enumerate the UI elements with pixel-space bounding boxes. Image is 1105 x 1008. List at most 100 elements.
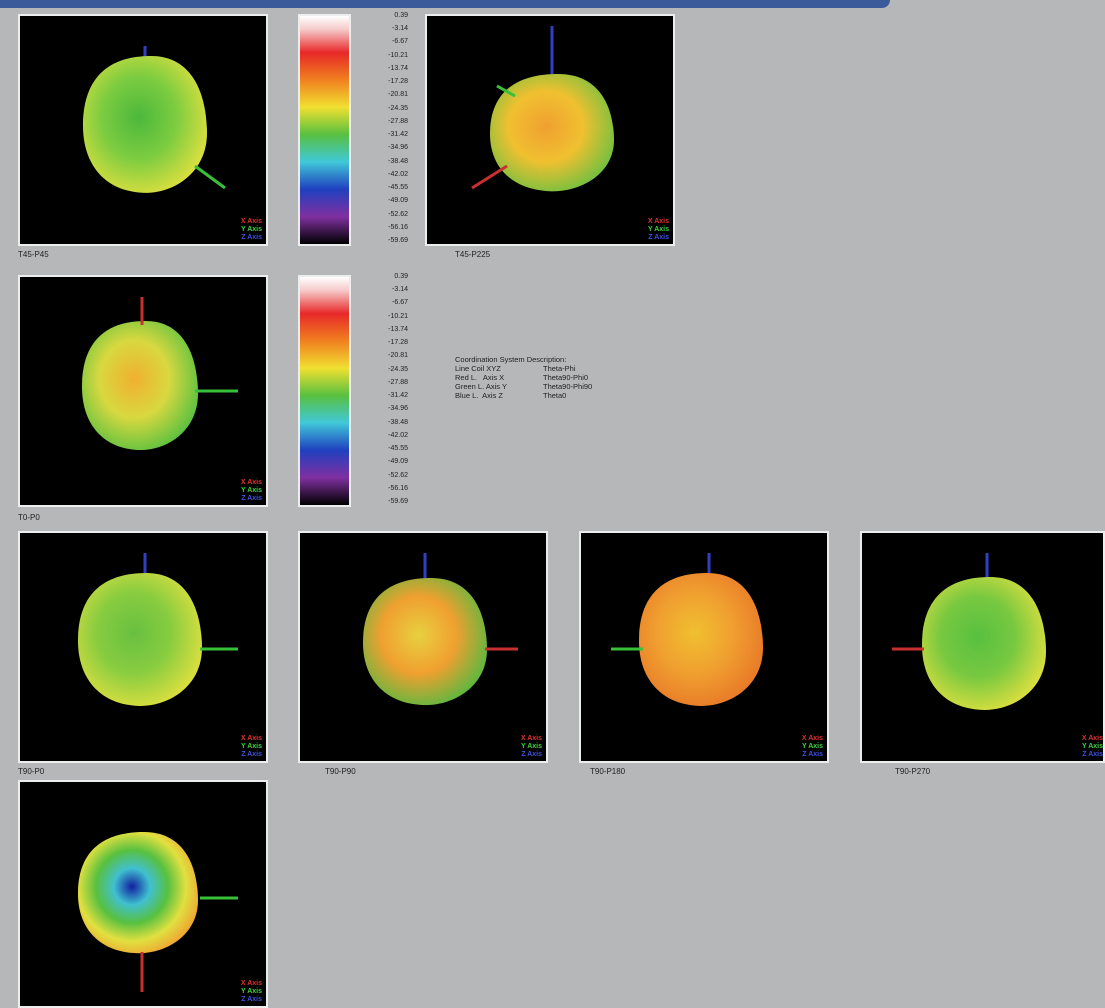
view-panel: X Axis Y Axis Z Axis xyxy=(18,14,268,246)
scale-label: -45.55 xyxy=(388,445,408,453)
scale-label: -13.74 xyxy=(388,325,408,333)
pattern-view xyxy=(363,553,518,706)
description-title: Coordination System Description: xyxy=(455,355,567,364)
view-panel: X Axis Y Axis Z Axis xyxy=(860,531,1105,763)
scale-label: -59.69 xyxy=(388,236,408,244)
radiation-pattern xyxy=(922,577,1046,710)
radiation-pattern xyxy=(83,56,207,193)
pattern-view xyxy=(82,297,238,451)
pattern-view xyxy=(892,553,1046,710)
color-bar xyxy=(298,14,351,246)
scale-label: -20.81 xyxy=(388,352,408,360)
axis-legend-entry: Z Axis xyxy=(521,751,542,758)
scale-label: -34.96 xyxy=(388,144,408,152)
axis-legend-entry: Z Axis xyxy=(648,234,669,241)
coordinate-description: Coordination System Description: Line Coi… xyxy=(455,355,592,400)
pattern-view xyxy=(78,832,238,992)
panel-label: T90-P90 xyxy=(325,767,356,776)
description-cell: Theta90-Phi90 xyxy=(543,382,593,391)
pattern-view xyxy=(78,553,238,706)
title-bar xyxy=(0,0,890,8)
axis-legend-entry: X Axis xyxy=(1081,735,1103,742)
axis-legend-entry: Z Axis xyxy=(1082,751,1103,758)
radiation-pattern xyxy=(639,573,763,706)
scale-label: -42.02 xyxy=(388,170,408,178)
scale-label: -24.35 xyxy=(388,365,408,373)
scale-label: -17.28 xyxy=(388,78,408,86)
scale-label: -49.09 xyxy=(388,458,408,466)
scale-label: -38.48 xyxy=(388,157,408,165)
description-row: Blue L. Axis Z Theta0 xyxy=(455,391,592,400)
axis-line xyxy=(471,164,508,190)
description-cell: Theta90-Phi0 xyxy=(543,373,589,382)
radiation-pattern xyxy=(363,578,487,706)
color-scale: 0.39 -3.14 -6.67 -10.21 -13.74 -17.28 -20.81 -2… xyxy=(368,273,408,505)
panel-label: T45-P45 xyxy=(18,250,49,259)
axis-legend-entry: X Axis xyxy=(801,735,823,742)
axis-legend-entry: Y Axis xyxy=(520,743,542,750)
panel-label: T45-P225 xyxy=(455,250,491,259)
axis-legend-entry: Y Axis xyxy=(647,226,669,233)
axis-legend-entry: X Axis xyxy=(240,479,262,486)
scale-label: -3.14 xyxy=(392,25,408,33)
scale-label: -10.21 xyxy=(388,312,408,320)
axis-legend: X Axis Y Axis Z Axis xyxy=(521,735,542,759)
scale-label: -13.74 xyxy=(388,64,408,72)
axis-line xyxy=(194,164,226,190)
radiation-pattern xyxy=(82,321,198,451)
pattern-view xyxy=(611,553,763,706)
description-cell: Red L. Axis X xyxy=(455,373,505,382)
scale-label: -59.69 xyxy=(388,497,408,505)
axis-legend: X Axis Y Axis Z Axis xyxy=(241,980,262,1004)
pattern-view xyxy=(83,46,226,193)
axis-legend-entry: Z Axis xyxy=(241,996,262,1003)
axis-legend: X Axis Y Axis Z Axis xyxy=(648,218,669,242)
axis-legend-entry: Z Axis xyxy=(241,751,262,758)
scale-label: -45.55 xyxy=(388,184,408,192)
scale-label: -24.35 xyxy=(388,104,408,112)
description-row: Green L. Axis Y Theta90-Phi90 xyxy=(455,382,592,391)
radiation-pattern xyxy=(490,74,614,192)
scale-label: -27.88 xyxy=(388,117,408,125)
description-cell: Blue L. Axis Z xyxy=(455,391,503,400)
axis-legend-entry: Y Axis xyxy=(240,226,262,233)
radiation-pattern xyxy=(78,832,198,954)
axis-legend-entry: X Axis xyxy=(520,735,542,742)
description-row: Red L. Axis X Theta90-Phi0 xyxy=(455,373,592,382)
description-cell: Theta0 xyxy=(543,391,567,400)
scale-label: -56.16 xyxy=(388,484,408,492)
scale-label: -49.09 xyxy=(388,197,408,205)
panel-label: T90-P180 xyxy=(590,767,626,776)
view-panel: X Axis Y Axis Z Axis xyxy=(18,531,268,763)
radiation-pattern xyxy=(78,573,202,706)
axis-legend-entry: Y Axis xyxy=(801,743,823,750)
axis-legend: X Axis Y Axis Z Axis xyxy=(802,735,823,759)
scale-label: -52.62 xyxy=(388,210,408,218)
color-scale: 0.39 -3.14 -6.67 -10.21 -13.74 -17.28 -20.81 -2… xyxy=(368,12,408,244)
axis-legend: X Axis Y Axis Z Axis xyxy=(1082,735,1103,759)
axis-legend-entry: X Axis xyxy=(240,980,262,987)
panel-label: T90-P270 xyxy=(895,767,931,776)
scale-label: -27.88 xyxy=(388,378,408,386)
scale-label: -10.21 xyxy=(388,51,408,59)
axis-legend-entry: X Axis xyxy=(240,735,262,742)
scale-label: 0.39 xyxy=(394,12,408,19)
scale-label: -31.42 xyxy=(388,392,408,400)
axis-legend-entry: X Axis xyxy=(240,218,262,225)
axis-line xyxy=(496,84,516,98)
color-bar xyxy=(298,275,351,507)
view-panel: X Axis Y Axis Z Axis xyxy=(18,275,268,507)
view-panel: X Axis Y Axis Z Axis xyxy=(18,780,268,1008)
axis-legend: X Axis Y Axis Z Axis xyxy=(241,479,262,503)
description-cell: Theta-Phi xyxy=(543,364,576,373)
scale-label: -3.14 xyxy=(392,286,408,294)
panel-label: T90-P0 xyxy=(18,767,45,776)
scale-label: -31.42 xyxy=(388,131,408,139)
view-panel: X Axis Y Axis Z Axis xyxy=(298,531,548,763)
scale-label: -42.02 xyxy=(388,431,408,439)
view-panel: X Axis Y Axis Z Axis xyxy=(425,14,675,246)
scale-label: -20.81 xyxy=(388,91,408,99)
axis-legend-entry: Y Axis xyxy=(240,487,262,494)
scale-label: -56.16 xyxy=(388,223,408,231)
